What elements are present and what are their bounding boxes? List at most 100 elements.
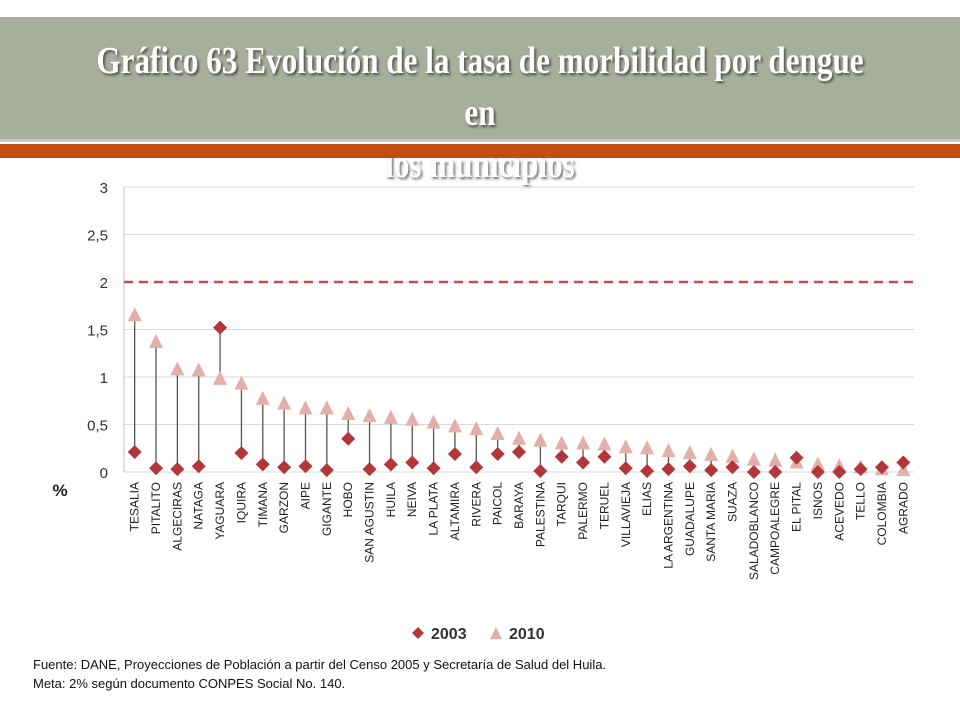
point-2003 [704,463,719,478]
grid-layer [123,186,914,473]
point-2010 [213,370,228,385]
point-2003 [512,445,526,460]
point-2010 [490,426,505,440]
point-2003 [426,461,441,476]
legend-label-2003: 2003 [431,626,467,643]
point-2003 [319,463,334,478]
point-2003 [469,460,484,475]
point-2010 [127,307,142,322]
y-tick-label: 0 [100,465,108,482]
point-2003 [298,459,313,474]
x-tick-label: PAICOL [491,482,505,525]
point-2010 [768,452,783,467]
x-tick-label: PITALITO [149,482,163,534]
y-tick-label: 2,5 [87,228,108,245]
title-line-1: Gráfico 63 Evolución de la tasa de morbi… [96,40,864,134]
legend: 2003 2010 [412,626,545,643]
footnote-source: Fuente: DANE, Proyecciones de Población … [33,657,607,672]
point-2003 [896,455,911,470]
point-2010 [512,430,526,445]
point-2010 [533,432,548,447]
x-tick-label: TESALIA [128,482,142,531]
point-2010 [704,446,719,461]
x-tick-label: TELLO [854,482,868,520]
x-tick-label: AIPE [298,482,312,509]
point-2010 [746,451,761,466]
point-2003 [447,446,462,461]
page-title: Gráfico 63 Evolución de la tasa de morbi… [86,35,873,191]
point-2010 [469,421,484,436]
point-2010 [810,456,825,471]
x-tick-label: PALERMO [576,482,590,540]
x-tick-label: COLOMBIA [875,482,889,545]
divider-accent [0,144,960,158]
x-tick-label: IQUIRA [234,482,248,523]
point-2010 [640,440,655,455]
point-2010 [362,407,377,422]
x-tick-label: ACEVEDO [832,482,846,541]
x-tick-label: TARQUI [555,482,569,526]
point-2010 [277,395,292,410]
point-2003 [853,462,868,477]
point-2003 [874,460,889,475]
x-tick-label: NATAGA [192,482,206,530]
y-tick-label: 1 [100,370,108,387]
point-2010 [149,333,164,348]
x-tick-label: VILLAVIEJA [619,482,633,547]
point-2003 [362,462,377,477]
point-2010 [255,390,270,405]
x-tick-label: SANTA MARIA [704,482,718,562]
point-2010 [618,439,633,454]
point-2003 [768,465,783,479]
point-2003 [533,464,548,479]
point-2010 [447,418,462,433]
point-2010 [554,435,569,450]
x-tick-label: ELIAS [640,482,654,516]
x-tick-label: YAGUARA [213,482,227,540]
point-2003 [810,465,825,479]
x-tick-label: RIVERA [469,482,483,527]
x-tick-label: LA PLATA [427,482,441,536]
legend-marker-2010 [490,627,502,639]
x-tick-label: HOBO [341,482,355,517]
point-2010 [341,406,356,421]
x-tick-label: NEIVA [405,482,419,517]
x-tick-label: ALGECIRAS [170,482,184,551]
x-tick-label: GIGANTE [320,482,334,536]
point-2010 [426,414,441,429]
point-2003 [576,455,591,470]
point-2003 [234,446,249,460]
legend-label-2010: 2010 [509,626,545,643]
x-tick-label: GARZON [277,482,291,533]
point-2010 [191,362,206,377]
point-2003 [640,464,655,479]
point-2003 [490,446,505,461]
point-2003 [277,460,292,475]
footnote-meta: Meta: 2% según documento CONPES Social N… [33,676,346,691]
point-2003 [618,461,633,476]
label-layer: 0 0,5 1 1,5 2 2,5 3 TESALIA PITALITO ALGECIRAS NAT… [87,180,910,580]
x-tick-label: TIMANA [256,482,270,527]
x-tick-label: ISNOS [811,482,825,519]
x-tick-label: ALTAMIRA [448,482,462,540]
point-2003 [682,459,697,474]
y-tick-label: 0,5 [87,418,108,435]
point-2003 [725,460,740,475]
footnote: Fuente: DANE, Proyecciones de Población … [33,655,606,693]
x-tick-label: SAN AGUSTIN [363,482,377,563]
y-tick-label: 2 [100,275,108,292]
x-tick-label: PALESTINA [533,482,547,547]
title-band: Gráfico 63 Evolución de la tasa de morbi… [0,17,960,186]
y-tick-label: 3 [100,180,108,197]
point-2010 [319,400,334,415]
point-2003 [170,462,185,477]
point-2003 [746,465,761,479]
point-2010 [725,448,740,463]
point-2010 [298,400,313,415]
x-tick-label: BARAYA [512,482,526,529]
divider-thin [0,139,960,142]
point-2003 [341,431,356,446]
point-2003 [597,449,612,464]
point-2010 [576,435,591,450]
point-2010 [661,443,676,458]
